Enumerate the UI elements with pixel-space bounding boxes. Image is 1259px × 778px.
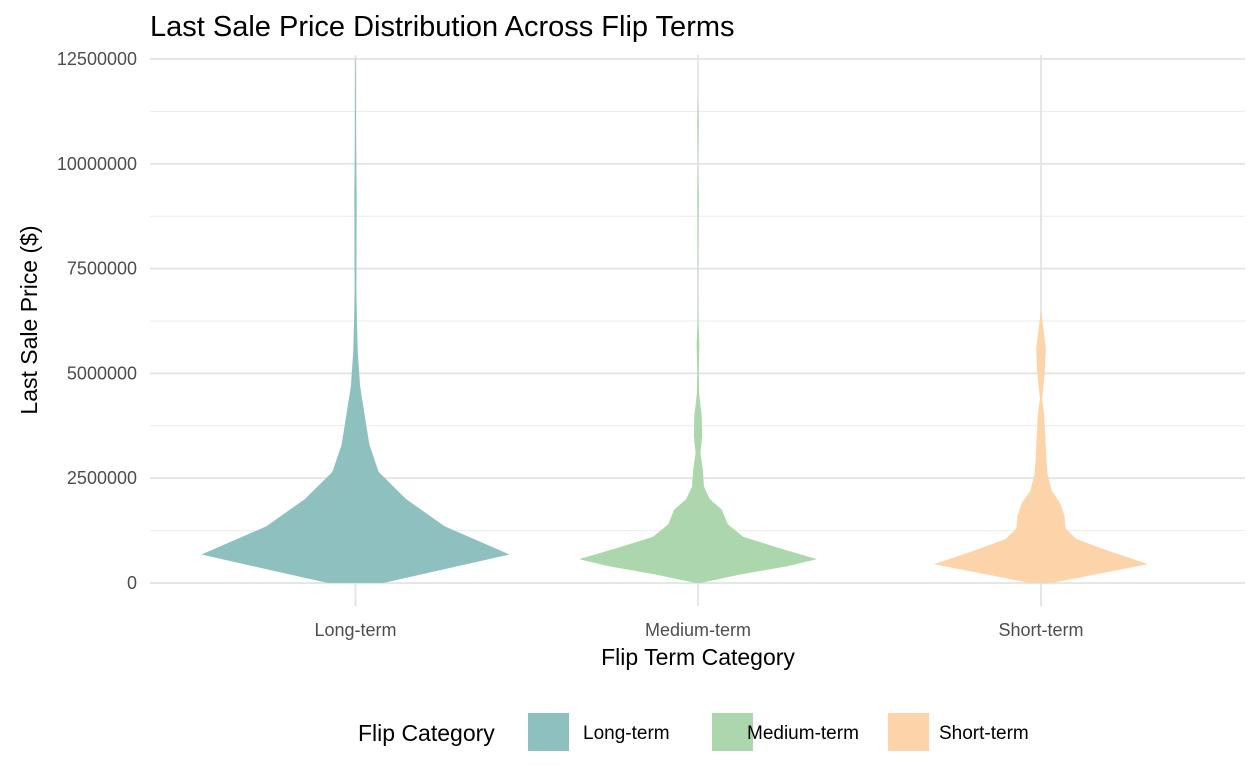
violin-short-term <box>934 310 1148 583</box>
y-tick-label: 7500000 <box>67 259 137 279</box>
chart-title: Last Sale Price Distribution Across Flip… <box>150 11 735 43</box>
y-tick-label: 2500000 <box>67 468 137 488</box>
legend-label: Medium-term <box>747 723 859 744</box>
legend-key-long-term <box>528 713 569 751</box>
y-axis-ticks: 0 2500000 5000000 7500000 10000000 12500000 <box>57 49 137 593</box>
x-tick-label: Medium-term <box>645 620 751 640</box>
legend-label: Long-term <box>583 723 670 744</box>
y-tick-label: 0 <box>127 573 137 593</box>
violins <box>201 59 1148 584</box>
legend-title: Flip Category <box>358 720 495 746</box>
y-tick-label: 10000000 <box>57 154 137 174</box>
y-axis-title: Last Sale Price ($) <box>16 225 42 414</box>
y-tick-label: 5000000 <box>67 363 137 383</box>
x-tick-label: Short-term <box>998 620 1083 640</box>
x-axis-title: Flip Term Category <box>601 644 795 670</box>
violin-long-term <box>201 59 510 583</box>
x-tick-label: Long-term <box>314 620 396 640</box>
legend-key-medium-term <box>712 713 753 751</box>
violin-medium-term <box>579 100 817 584</box>
legend-label: Short-term <box>939 723 1029 744</box>
x-axis-ticks: Long-term Medium-term Short-term <box>314 620 1083 640</box>
y-tick-label: 12500000 <box>57 49 137 69</box>
legend: Flip Category Long-term Medium-term Short-… <box>358 713 1029 751</box>
legend-key-short-term <box>888 713 929 751</box>
